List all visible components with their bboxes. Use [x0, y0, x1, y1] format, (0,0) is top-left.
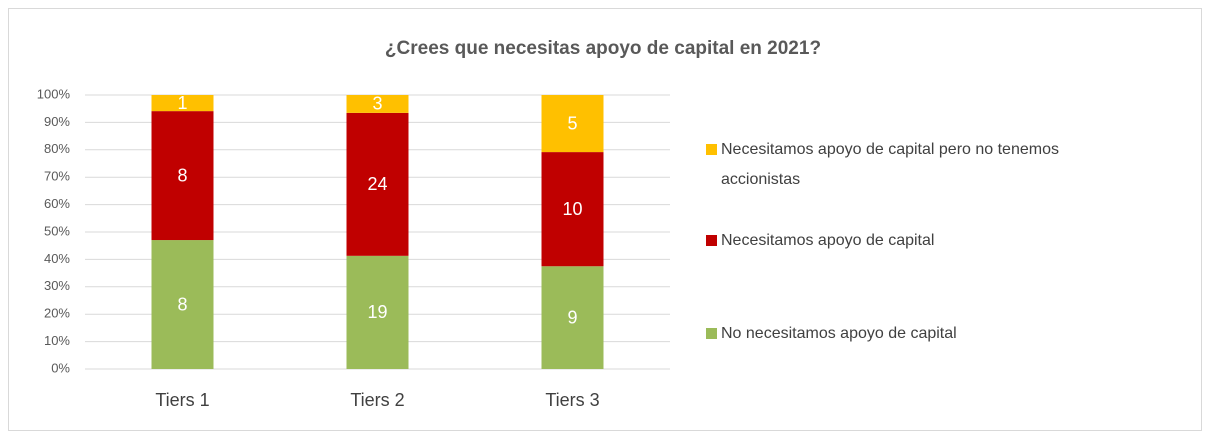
y-tick-label: 60%	[44, 196, 70, 211]
data-label: 19	[367, 302, 387, 322]
bar-segment	[151, 95, 214, 112]
data-label: 9	[567, 307, 577, 327]
legend-label: No necesitamos apoyo de capital	[721, 325, 957, 342]
legend-item: Necesitamos apoyo de capital	[706, 226, 1101, 256]
bar-segment	[541, 152, 604, 267]
y-tick-label: 80%	[44, 141, 70, 156]
data-label: 8	[177, 294, 187, 314]
y-tick-label: 100%	[37, 86, 71, 101]
x-tick-label: Tiers 1	[155, 390, 209, 410]
legend-label: Necesitamos apoyo de capital	[721, 232, 935, 249]
bar-segment	[346, 95, 409, 113]
legend-item: No necesitamos apoyo de capital	[706, 319, 1101, 349]
y-tick-label: 70%	[44, 169, 70, 184]
data-label: 8	[177, 165, 187, 185]
y-tick-label: 10%	[44, 333, 70, 348]
bar-segment	[151, 240, 214, 369]
bar-segment	[151, 111, 214, 241]
y-tick-label: 20%	[44, 306, 70, 321]
data-label: 1	[177, 93, 187, 113]
data-label: 10	[562, 199, 582, 219]
data-label: 24	[367, 174, 387, 194]
y-tick-label: 50%	[44, 223, 70, 238]
chart-title: ¿Crees que necesitas apoyo de capital en…	[385, 38, 821, 59]
data-label: 5	[567, 113, 577, 133]
legend-swatch	[706, 144, 717, 155]
x-tick-label: Tiers 2	[350, 390, 404, 410]
bar-segment	[541, 266, 604, 369]
bar-segment	[346, 112, 409, 256]
data-label: 3	[372, 94, 382, 114]
x-tick-label: Tiers 3	[545, 390, 599, 410]
y-tick-label: 30%	[44, 278, 70, 293]
bar-segment	[346, 255, 409, 369]
y-tick-label: 90%	[44, 114, 70, 129]
bar-segment	[541, 95, 604, 153]
y-tick-label: 0%	[51, 360, 70, 375]
legend-swatch	[706, 328, 717, 339]
chart-frame	[8, 8, 1202, 431]
legend-swatch	[706, 235, 717, 246]
y-tick-label: 40%	[44, 251, 70, 266]
legend-label: Necesitamos apoyo de capital pero no ten…	[721, 141, 1059, 188]
legend-item: Necesitamos apoyo de capital pero no ten…	[706, 135, 1101, 195]
